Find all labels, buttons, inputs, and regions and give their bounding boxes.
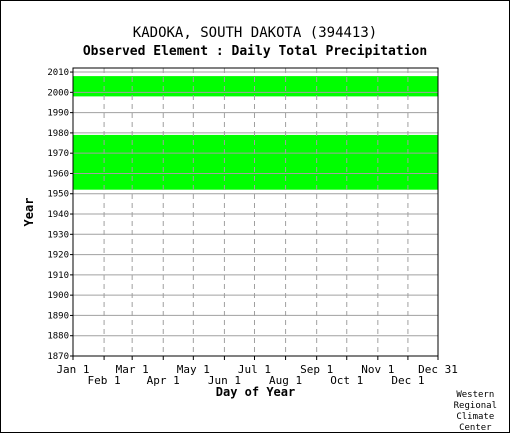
x-tick-label: Sep 1 — [300, 363, 333, 376]
y-tick-label: 1900 — [47, 291, 69, 301]
data-band — [73, 134, 438, 190]
data-band — [73, 76, 438, 97]
x-tick-label: Nov 1 — [361, 363, 394, 376]
credit-line: Climate — [456, 412, 495, 422]
x-tick-label: Apr 1 — [147, 374, 180, 387]
x-tick-label: Dec 1 — [391, 374, 424, 387]
credit-line: Regional — [453, 401, 497, 411]
x-tick-label: Jul 1 — [238, 363, 271, 376]
y-tick-label: 1930 — [47, 230, 69, 240]
chart-subtitle: Observed Element : Daily Total Precipita… — [82, 44, 428, 59]
y-tick-label: 2000 — [47, 88, 69, 98]
y-tick-label: 1950 — [47, 190, 69, 200]
y-tick-label: 1940 — [47, 210, 69, 220]
x-tick-label: May 1 — [177, 363, 210, 376]
chart-title: KADOKA, SOUTH DAKOTA (394413) — [132, 25, 378, 41]
credit-line: Center — [459, 423, 492, 433]
x-tick-label: Jun 1 — [208, 374, 241, 387]
x-tick-label: Jan 1 — [56, 363, 89, 376]
credit-block: Western Regional Climate Center — [453, 390, 497, 433]
x-tick-label: Oct 1 — [330, 374, 363, 387]
x-tick-label: Dec 31 — [418, 363, 458, 376]
y-tick-label: 1920 — [47, 251, 69, 261]
y-tick-label: 2010 — [47, 68, 69, 78]
y-axis-label: Year — [22, 198, 36, 227]
y-tick-label: 1910 — [47, 271, 69, 281]
y-tick-label: 1890 — [47, 311, 69, 321]
x-tick-label: Aug 1 — [269, 374, 302, 387]
y-tick-label: 1960 — [47, 169, 69, 179]
x-tick-label: Mar 1 — [116, 363, 149, 376]
y-tick-label: 1980 — [47, 129, 69, 139]
x-tick-label: Feb 1 — [88, 374, 121, 387]
x-axis-label: Day of Year — [216, 385, 295, 399]
credit-line: Western — [456, 390, 495, 400]
plot-frame — [72, 67, 439, 357]
y-tick-label: 1990 — [47, 109, 69, 119]
y-tick-label: 1870 — [47, 352, 69, 362]
y-tick-label: 1880 — [47, 332, 69, 342]
y-tick-label: 1970 — [47, 149, 69, 159]
